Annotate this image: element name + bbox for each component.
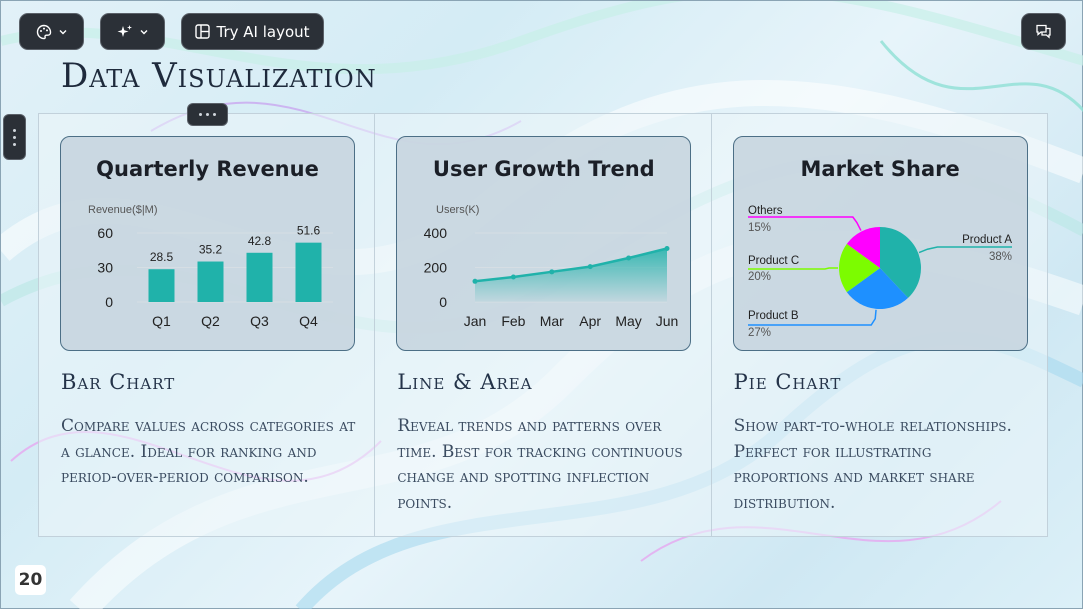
column-pie-chart: Market Share Product A 38% Product B 27% Pro… bbox=[712, 114, 1047, 536]
x-tick-label: Apr bbox=[580, 313, 602, 329]
pie-chart: Product A 38% Product B 27% Product C 20% Othe… bbox=[747, 205, 1012, 339]
bar bbox=[148, 269, 175, 302]
bar bbox=[295, 242, 322, 302]
card-title: Quarterly Revenue bbox=[96, 157, 319, 181]
try-ai-layout-button[interactable]: Try AI layout bbox=[181, 13, 324, 50]
bar-value-label: 42.8 bbox=[248, 234, 272, 248]
card-title: User Growth Trend bbox=[432, 157, 655, 181]
leader-line bbox=[747, 267, 838, 270]
chevron-down-icon bbox=[140, 29, 147, 34]
x-tick-label: Jan bbox=[464, 313, 487, 329]
column-title: Pie Chart bbox=[733, 370, 842, 394]
slide-title: Data Visualization bbox=[61, 56, 377, 96]
column-description: Reveal trends and patterns over time. Be… bbox=[397, 416, 683, 513]
y-axis-label: Revenue($|M) bbox=[88, 204, 158, 216]
y-tick-label: 30 bbox=[97, 260, 113, 276]
slice-percent-label: 27% bbox=[748, 327, 771, 339]
side-drag-handle[interactable] bbox=[3, 114, 26, 160]
x-tick-label: Q1 bbox=[152, 313, 171, 329]
slice-name-label: Product B bbox=[748, 310, 799, 322]
pie-slice bbox=[846, 227, 880, 268]
data-point bbox=[472, 278, 478, 284]
comment-button[interactable] bbox=[1021, 13, 1066, 50]
x-tick-label: Q3 bbox=[250, 313, 269, 329]
pie-slice bbox=[879, 227, 921, 298]
palette-icon bbox=[36, 24, 51, 39]
column-title: Bar Chart bbox=[61, 370, 176, 394]
y-tick-label: 0 bbox=[105, 294, 113, 310]
chat-icon bbox=[1036, 24, 1051, 39]
magic-button[interactable] bbox=[100, 13, 165, 50]
slice-name-label: Others bbox=[748, 205, 783, 217]
card-title: Market Share bbox=[800, 157, 960, 181]
bar-value-label: 35.2 bbox=[199, 243, 223, 257]
column-description: Compare values across categories at a gl… bbox=[61, 416, 356, 487]
x-tick-label: Mar bbox=[540, 313, 564, 329]
column-line-area: User Growth Trend Users(K) 0 200 400 Jan Feb M… bbox=[375, 114, 712, 536]
pie-slice bbox=[838, 243, 880, 293]
bar-chart-card: Quarterly Revenue Revenue($|M) 0 30 60 28.5 Q… bbox=[60, 136, 355, 351]
x-tick-label: Feb bbox=[502, 313, 526, 329]
page-number: 20 bbox=[15, 565, 46, 595]
try-ai-layout-label: Try AI layout bbox=[216, 22, 310, 41]
x-tick-label: Q4 bbox=[299, 313, 318, 329]
leader-line bbox=[747, 216, 862, 231]
data-point bbox=[626, 255, 632, 261]
chart-grid: Quarterly Revenue Revenue($|M) 0 30 60 28.5 Q… bbox=[38, 113, 1048, 537]
pie-slice bbox=[846, 268, 908, 309]
column-title: Line & Area bbox=[397, 370, 533, 394]
y-tick-label: 200 bbox=[424, 260, 448, 276]
data-point bbox=[664, 246, 670, 252]
y-tick-label: 0 bbox=[440, 294, 448, 310]
data-point bbox=[511, 274, 517, 280]
chevron-down-icon bbox=[59, 29, 66, 34]
area-chart-card: User Growth Trend Users(K) 0 200 400 Jan Feb M… bbox=[396, 136, 692, 351]
data-point bbox=[549, 269, 555, 275]
slice-percent-label: 38% bbox=[989, 251, 1012, 263]
y-tick-label: 400 bbox=[424, 225, 448, 241]
area-chart: Users(K) 0 200 400 Jan Feb Mar Apr May Jun bbox=[424, 204, 679, 329]
area-fill bbox=[475, 248, 668, 302]
pie-chart-card: Market Share Product A 38% Product B 27% Pro… bbox=[732, 136, 1028, 351]
x-tick-label: Jun bbox=[656, 313, 679, 329]
sparkles-icon bbox=[117, 24, 132, 37]
bar-chart: Revenue($|M) 0 30 60 28.5 Q1 35.2 Q2 42.8 Q3 51.6 Q… bbox=[88, 204, 333, 329]
bar bbox=[246, 252, 273, 302]
bar-value-label: 28.5 bbox=[150, 250, 174, 264]
y-axis-label: Users(K) bbox=[436, 204, 479, 216]
slice-name-label: Product C bbox=[748, 255, 799, 267]
leader-line bbox=[918, 246, 1012, 254]
data-point bbox=[588, 264, 594, 270]
column-description: Show part-to-whole relationships. Perfec… bbox=[733, 416, 1012, 513]
column-bar-chart: Quarterly Revenue Revenue($|M) 0 30 60 28.5 Q… bbox=[39, 114, 376, 536]
y-tick-label: 60 bbox=[97, 225, 113, 241]
slice-percent-label: 20% bbox=[748, 271, 771, 283]
series-line bbox=[475, 247, 668, 283]
slice-name-label: Product A bbox=[962, 234, 1012, 246]
leader-line bbox=[747, 309, 877, 326]
x-tick-label: Q2 bbox=[201, 313, 220, 329]
slice-percent-label: 15% bbox=[748, 222, 771, 234]
bar-value-label: 51.6 bbox=[297, 224, 321, 238]
x-tick-label: May bbox=[616, 313, 642, 329]
bar bbox=[197, 261, 224, 302]
theme-button[interactable] bbox=[19, 13, 84, 50]
more-options-handle[interactable] bbox=[187, 103, 228, 126]
layout-icon bbox=[195, 24, 211, 39]
